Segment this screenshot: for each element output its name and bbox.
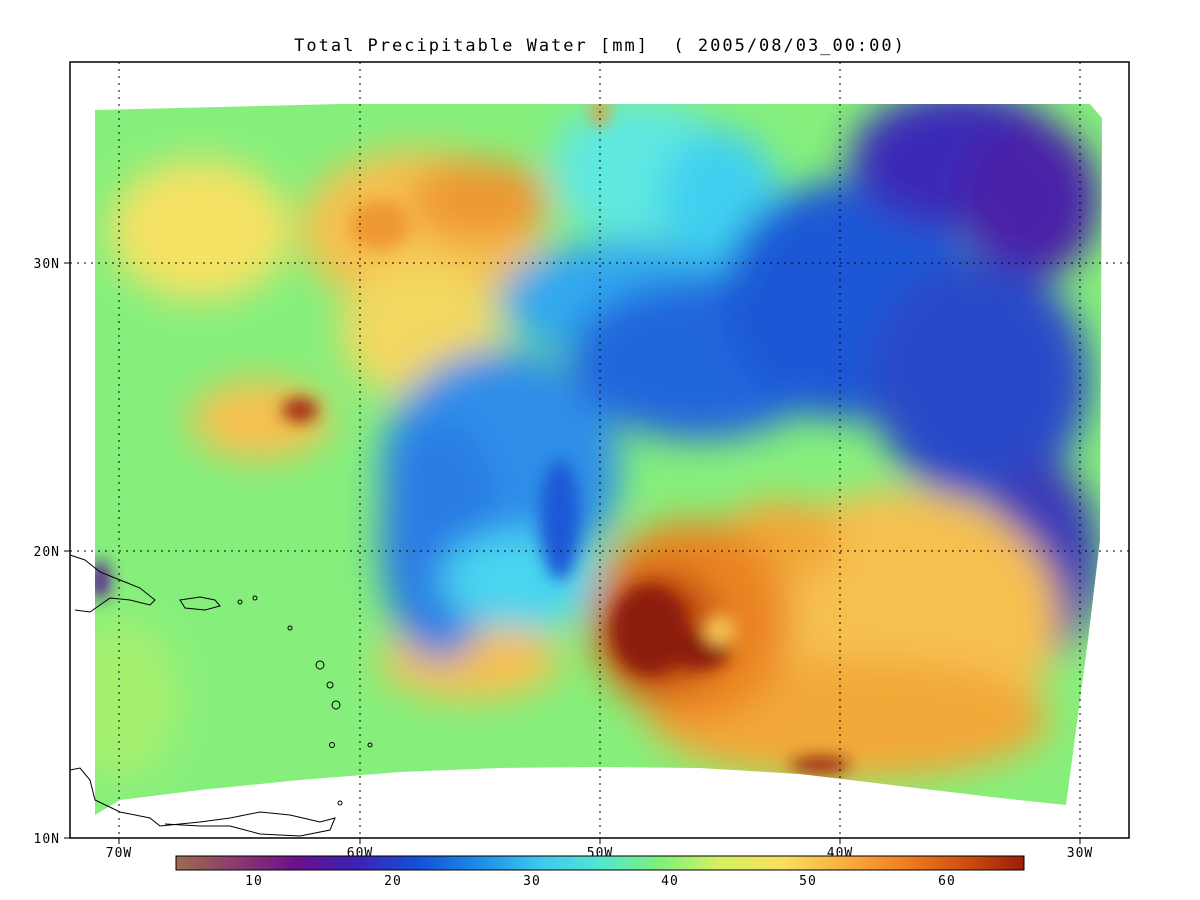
colorbar-tick-10: 10 — [245, 874, 263, 889]
precipitable-water-field — [95, 104, 1102, 815]
lat-label-20n: 20N — [34, 545, 60, 560]
lon-label-70w: 70W — [106, 846, 132, 861]
coastlines — [69, 554, 373, 837]
lat-label-10n: 10N — [34, 832, 60, 847]
colorbar: 10 20 30 40 50 60 — [175, 855, 1025, 889]
colorbar-tick-30: 30 — [523, 874, 541, 889]
colorbar-tick-60: 60 — [938, 874, 956, 889]
colorbar-tick-20: 20 — [384, 874, 402, 889]
plot-title: Total Precipitable Water [mm] ( 2005/08/… — [294, 36, 906, 56]
lon-label-30w: 30W — [1067, 846, 1093, 861]
colorbar-gradient — [175, 855, 1025, 871]
colorbar-tick-50: 50 — [799, 874, 817, 889]
lat-label-30n: 30N — [34, 257, 60, 272]
colorbar-tick-40: 40 — [661, 874, 679, 889]
graticule — [70, 62, 1129, 838]
